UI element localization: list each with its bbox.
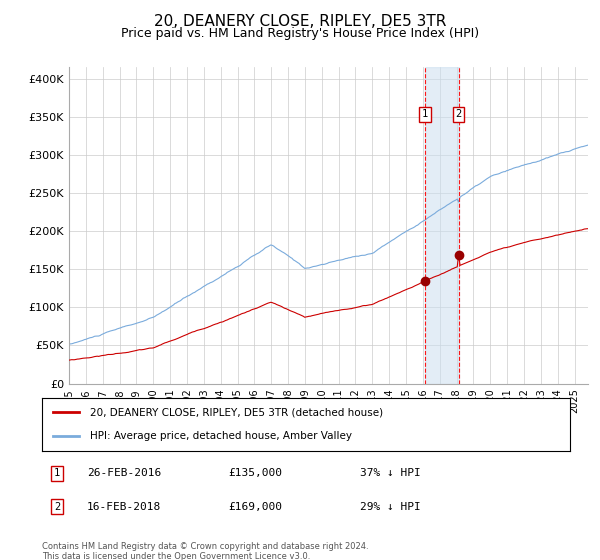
Text: 20, DEANERY CLOSE, RIPLEY, DE5 3TR: 20, DEANERY CLOSE, RIPLEY, DE5 3TR xyxy=(154,14,446,29)
Text: 29% ↓ HPI: 29% ↓ HPI xyxy=(360,502,421,512)
Text: Contains HM Land Registry data © Crown copyright and database right 2024.
This d: Contains HM Land Registry data © Crown c… xyxy=(42,542,368,560)
Text: 1: 1 xyxy=(54,468,60,478)
Text: 2: 2 xyxy=(54,502,60,512)
Text: 2: 2 xyxy=(455,109,462,119)
Text: 20, DEANERY CLOSE, RIPLEY, DE5 3TR (detached house): 20, DEANERY CLOSE, RIPLEY, DE5 3TR (deta… xyxy=(89,408,383,418)
Text: 16-FEB-2018: 16-FEB-2018 xyxy=(87,502,161,512)
Text: Price paid vs. HM Land Registry's House Price Index (HPI): Price paid vs. HM Land Registry's House … xyxy=(121,27,479,40)
Text: 26-FEB-2016: 26-FEB-2016 xyxy=(87,468,161,478)
Text: £169,000: £169,000 xyxy=(228,502,282,512)
Text: 37% ↓ HPI: 37% ↓ HPI xyxy=(360,468,421,478)
Bar xyxy=(425,67,458,384)
Text: 1: 1 xyxy=(422,109,428,119)
Text: £135,000: £135,000 xyxy=(228,468,282,478)
Text: HPI: Average price, detached house, Amber Valley: HPI: Average price, detached house, Ambe… xyxy=(89,431,352,441)
